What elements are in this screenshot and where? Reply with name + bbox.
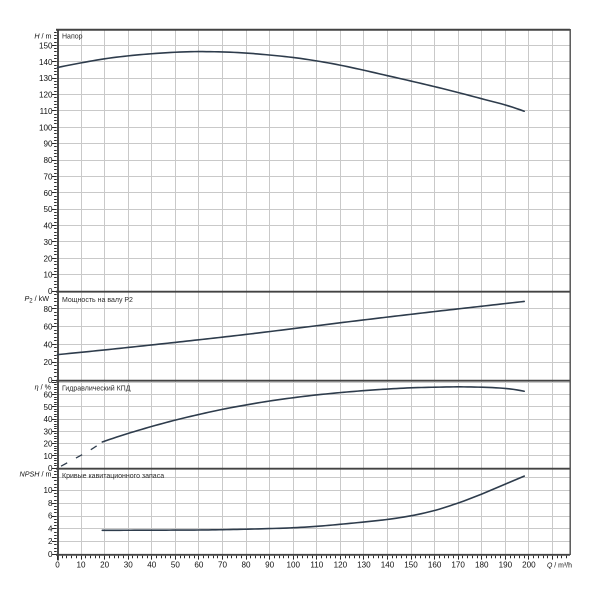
svg-text:190: 190 [499, 561, 513, 570]
svg-text:120: 120 [334, 561, 348, 570]
svg-text:30: 30 [43, 427, 53, 436]
svg-text:150: 150 [404, 561, 418, 570]
svg-text:70: 70 [218, 561, 228, 570]
svg-text:20: 20 [43, 440, 53, 449]
svg-text:50: 50 [171, 561, 181, 570]
svg-text:140: 140 [39, 58, 53, 67]
svg-text:4: 4 [48, 524, 53, 533]
svg-text:130: 130 [39, 74, 53, 83]
svg-text:10: 10 [77, 561, 87, 570]
svg-text:0: 0 [48, 550, 53, 559]
svg-text:40: 40 [43, 340, 53, 349]
svg-text:6: 6 [48, 512, 53, 521]
svg-text:200: 200 [522, 561, 536, 570]
svg-text:90: 90 [43, 140, 53, 149]
svg-text:10: 10 [43, 452, 53, 461]
svg-text:150: 150 [39, 41, 53, 50]
svg-text:140: 140 [381, 561, 395, 570]
svg-text:Q / m³/h: Q / m³/h [547, 563, 572, 570]
svg-text:60: 60 [43, 189, 53, 198]
svg-text:50: 50 [43, 403, 53, 412]
svg-text:40: 40 [43, 415, 53, 424]
svg-text:100: 100 [286, 561, 300, 570]
svg-text:2: 2 [48, 537, 53, 546]
svg-text:H / m: H / m [34, 32, 51, 41]
svg-text:160: 160 [428, 561, 442, 570]
svg-text:20: 20 [43, 358, 53, 367]
svg-text:90: 90 [265, 561, 275, 570]
svg-text:Мощность на валу P2: Мощность на валу P2 [62, 297, 133, 304]
svg-text:100: 100 [39, 123, 53, 132]
svg-text:20: 20 [43, 254, 53, 263]
svg-text:0: 0 [48, 376, 53, 385]
svg-text:60: 60 [43, 391, 53, 400]
svg-text:η / %: η / % [35, 383, 52, 392]
svg-text:60: 60 [194, 561, 204, 570]
svg-text:60: 60 [43, 323, 53, 332]
svg-text:170: 170 [451, 561, 465, 570]
svg-text:110: 110 [40, 107, 53, 116]
svg-text:P2 / kW: P2 / kW [24, 294, 49, 305]
svg-text:Кривые кавитационного запаса: Кривые кавитационного запаса [62, 473, 164, 480]
svg-text:80: 80 [43, 305, 53, 314]
svg-text:180: 180 [475, 561, 489, 570]
svg-text:NPSH / m: NPSH / m [20, 470, 52, 479]
svg-text:0: 0 [55, 561, 60, 570]
svg-text:20: 20 [100, 561, 110, 570]
svg-text:0: 0 [48, 287, 53, 296]
svg-text:80: 80 [43, 156, 53, 165]
svg-text:110: 110 [310, 561, 323, 570]
svg-text:80: 80 [242, 561, 252, 570]
svg-text:10: 10 [43, 271, 53, 280]
svg-text:50: 50 [43, 205, 53, 214]
svg-text:70: 70 [43, 172, 53, 181]
svg-text:30: 30 [124, 561, 134, 570]
svg-text:Напор: Напор [62, 34, 83, 41]
svg-text:40: 40 [43, 222, 53, 231]
svg-text:30: 30 [43, 238, 53, 247]
svg-text:0: 0 [48, 464, 53, 473]
svg-text:120: 120 [39, 91, 53, 100]
svg-text:Гидравлический КПД: Гидравлический КПД [62, 385, 131, 393]
svg-text:10: 10 [43, 486, 53, 495]
svg-text:8: 8 [48, 499, 53, 508]
svg-text:130: 130 [357, 561, 371, 570]
svg-text:40: 40 [147, 561, 157, 570]
